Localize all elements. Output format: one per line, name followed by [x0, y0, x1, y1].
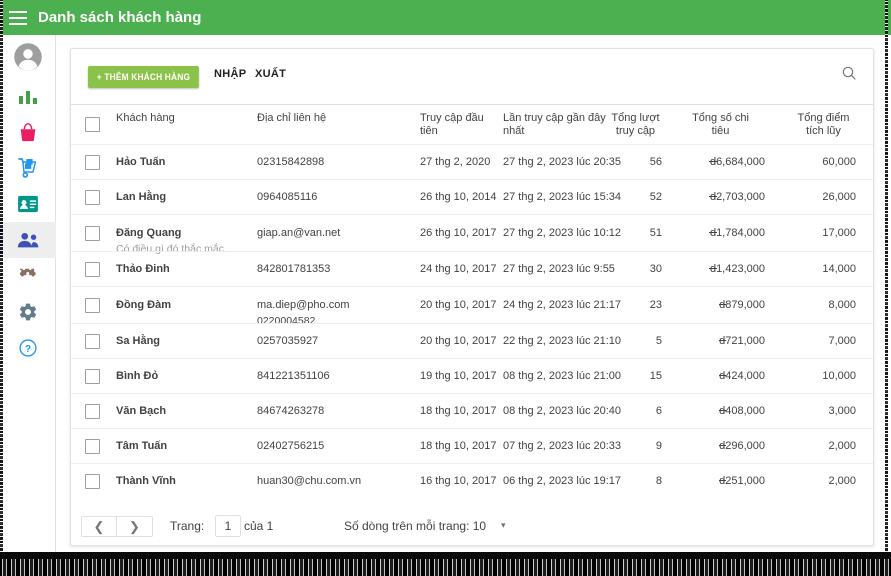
svg-text:?: ?	[25, 344, 31, 355]
